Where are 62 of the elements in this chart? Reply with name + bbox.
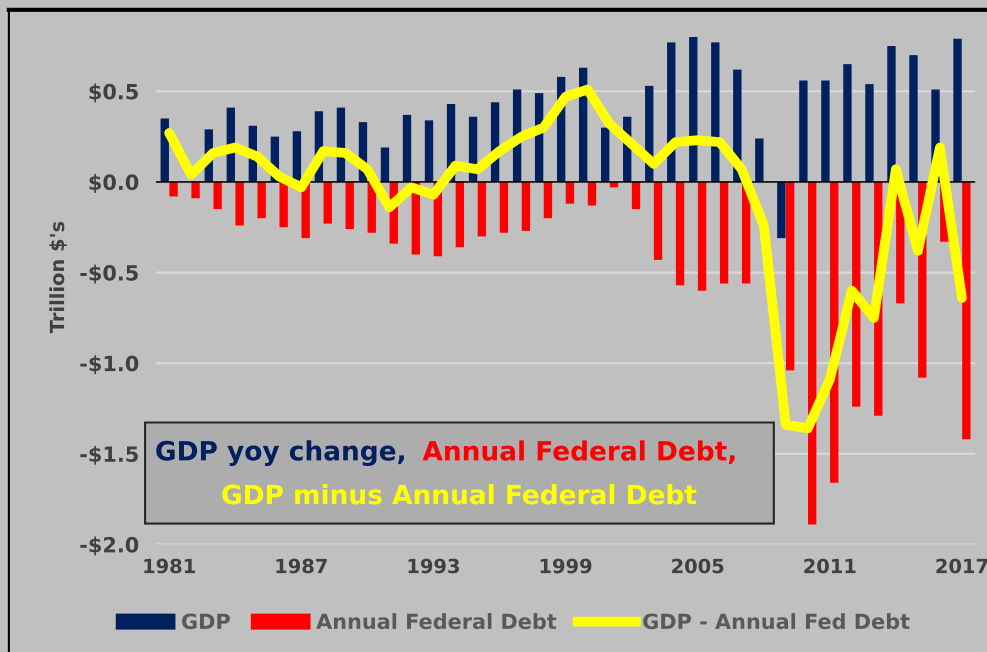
bar <box>191 182 200 198</box>
bar <box>279 182 288 228</box>
bar <box>852 182 860 407</box>
bar <box>478 182 486 236</box>
bar <box>402 114 412 182</box>
annotation: GDP yoy change, <box>156 440 404 466</box>
x-tick-label: 1981 <box>144 558 195 574</box>
bar <box>786 182 794 370</box>
bar <box>368 182 376 233</box>
bar <box>698 182 706 291</box>
annotation: Annual Federal Debt, <box>422 440 735 464</box>
x-tick-label: 2011 <box>804 558 856 574</box>
bar <box>808 182 816 524</box>
bar <box>909 55 918 182</box>
bar <box>522 182 530 231</box>
bar <box>160 118 169 182</box>
y-tick-label: $0.5 <box>90 83 138 102</box>
bar <box>544 182 552 218</box>
legend-label: GDP - Annual Fed Debt <box>643 613 910 630</box>
bar <box>213 182 222 210</box>
bar <box>235 182 244 226</box>
x-tick-label: 2017 <box>936 558 987 574</box>
bar <box>654 182 662 260</box>
bar <box>667 42 676 182</box>
bar <box>755 138 764 182</box>
bar <box>424 120 434 182</box>
x-tick-label: 1993 <box>408 558 459 574</box>
y-tick-label: -$1.5 <box>80 446 138 465</box>
y-axis-title: Trillion $'s <box>49 222 67 334</box>
bar <box>566 182 574 204</box>
x-tick-label: 1987 <box>276 558 327 574</box>
bar <box>380 148 390 182</box>
x-tick-label: 1999 <box>540 558 592 574</box>
bar <box>346 182 354 230</box>
y-tick-label: -$1.0 <box>80 355 138 374</box>
bar <box>799 80 808 182</box>
bar <box>720 182 728 284</box>
bar <box>257 182 266 218</box>
y-tick-label: -$2.0 <box>80 536 138 556</box>
bar <box>777 182 786 238</box>
bar <box>324 182 332 224</box>
bar <box>292 131 302 182</box>
bar <box>632 182 640 210</box>
bar <box>676 182 684 286</box>
annotation: GDP minus Annual Federal Debt <box>222 484 696 504</box>
bar <box>711 42 720 182</box>
bar <box>843 64 852 182</box>
legend-label: Annual Federal Debt <box>316 613 556 630</box>
bar <box>689 36 698 182</box>
bar <box>578 68 588 182</box>
bar <box>865 84 874 182</box>
x-tick-label: 2005 <box>672 558 724 574</box>
y-tick-label: $0.0 <box>90 174 138 193</box>
bar <box>601 128 610 182</box>
bar <box>821 80 830 182</box>
bar <box>500 182 508 233</box>
bar <box>456 182 464 248</box>
bar <box>953 38 962 182</box>
legend-label: GDP <box>182 613 230 630</box>
bar <box>962 182 971 440</box>
bar <box>588 182 596 206</box>
y-tick-label: -$0.5 <box>80 264 138 284</box>
